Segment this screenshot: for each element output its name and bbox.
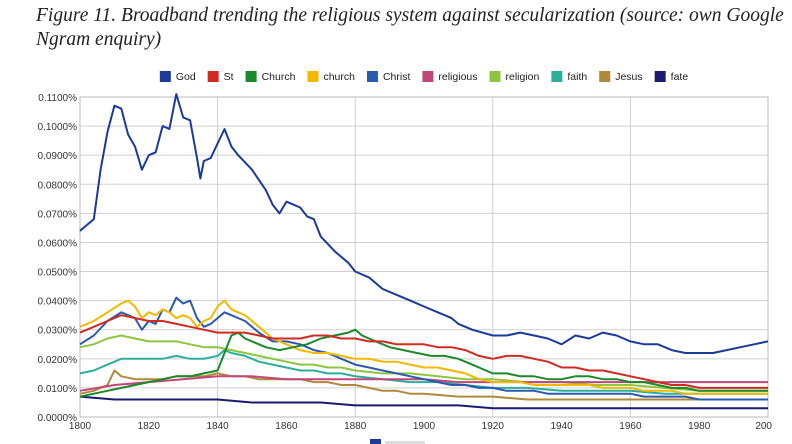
series-line-god xyxy=(79,93,769,354)
series-line-fate xyxy=(79,395,768,410)
x-tick-label: 1960 xyxy=(619,421,642,432)
bottom-legend-text-stub xyxy=(385,441,425,444)
y-tick-label: 0.0500% xyxy=(38,268,78,279)
y-tick-label: 0.0200% xyxy=(38,355,78,366)
legend-label-church[interactable]: church xyxy=(323,71,355,83)
legend-swatch-church[interactable] xyxy=(307,71,319,82)
x-tick-label: 200 xyxy=(755,421,772,432)
bottom-legend-stub xyxy=(370,439,425,444)
legend-swatch-jesus[interactable] xyxy=(599,71,611,82)
y-tick-label: 0.0900% xyxy=(38,151,78,162)
x-tick-label: 1860 xyxy=(275,421,298,432)
series-line-faith xyxy=(79,349,768,395)
x-tick-label: 1980 xyxy=(688,421,711,432)
series-line-religion xyxy=(79,334,768,392)
bottom-legend-swatch xyxy=(370,439,381,444)
y-tick-label: 0.1100% xyxy=(38,93,77,104)
y-tick-label: 0.1000% xyxy=(38,122,78,133)
legend-swatch-st[interactable] xyxy=(207,71,219,82)
legend-label-christ[interactable]: Christ xyxy=(383,71,411,83)
x-tick-label: 1900 xyxy=(413,421,436,432)
series-line-church xyxy=(79,299,768,395)
legend-swatch-fate[interactable] xyxy=(654,71,666,82)
legend-label-god[interactable]: God xyxy=(176,71,196,83)
legend[interactable]: God St Church church Christ religious religion… xyxy=(159,71,689,83)
legend-label-jesus[interactable]: Jesus xyxy=(615,71,642,83)
x-tick-label: 1800 xyxy=(69,421,92,432)
series-line-church xyxy=(79,328,768,398)
legend-label-religious[interactable]: religious xyxy=(438,71,477,83)
series-line-jesus xyxy=(79,369,768,401)
x-tick-label: 1840 xyxy=(206,421,229,432)
x-tick-label: 1940 xyxy=(550,421,573,432)
x-tick-label: 1920 xyxy=(482,421,505,432)
plot-frame xyxy=(79,96,769,418)
y-tick-label: 0.0700% xyxy=(38,209,78,220)
legend-swatch-faith[interactable] xyxy=(551,71,563,82)
y-tick-label: 0.0100% xyxy=(38,384,78,395)
grid-lines xyxy=(79,96,769,418)
y-tick-label: 0.0000% xyxy=(38,413,78,424)
y-tick-label: 0.0400% xyxy=(38,297,78,308)
legend-swatch-church[interactable] xyxy=(245,71,257,82)
legend-swatch-christ[interactable] xyxy=(366,71,378,82)
figure-caption: Figure 11. Broadband trending the religi… xyxy=(36,5,784,50)
y-tick-label: 0.0800% xyxy=(38,180,78,191)
x-tick-label: 1820 xyxy=(138,421,161,432)
legend-swatch-god[interactable] xyxy=(159,71,171,82)
x-tick-label: 1880 xyxy=(344,421,367,432)
series-line-st xyxy=(79,314,768,389)
legend-swatch-religious[interactable] xyxy=(422,71,434,82)
legend-label-church[interactable]: Church xyxy=(262,71,296,83)
legend-label-fate[interactable]: fate xyxy=(671,71,689,83)
y-axis-ticks: 0.0000% 0.0100% 0.0200% 0.0300% 0.0400% 0.050… xyxy=(38,93,78,424)
legend-label-st[interactable]: St xyxy=(224,71,234,83)
legend-swatch-religion[interactable] xyxy=(489,71,501,82)
legend-label-faith[interactable]: faith xyxy=(567,71,587,83)
y-tick-label: 0.0300% xyxy=(38,326,78,337)
series-lines xyxy=(79,93,769,410)
x-axis-ticks: 1800 1820 1840 1860 1880 1900 1920 1940 1960 1980… xyxy=(69,421,773,432)
y-tick-label: 0.0600% xyxy=(38,238,78,249)
series-line-christ xyxy=(79,296,768,401)
legend-label-religion[interactable]: religion xyxy=(506,71,540,83)
